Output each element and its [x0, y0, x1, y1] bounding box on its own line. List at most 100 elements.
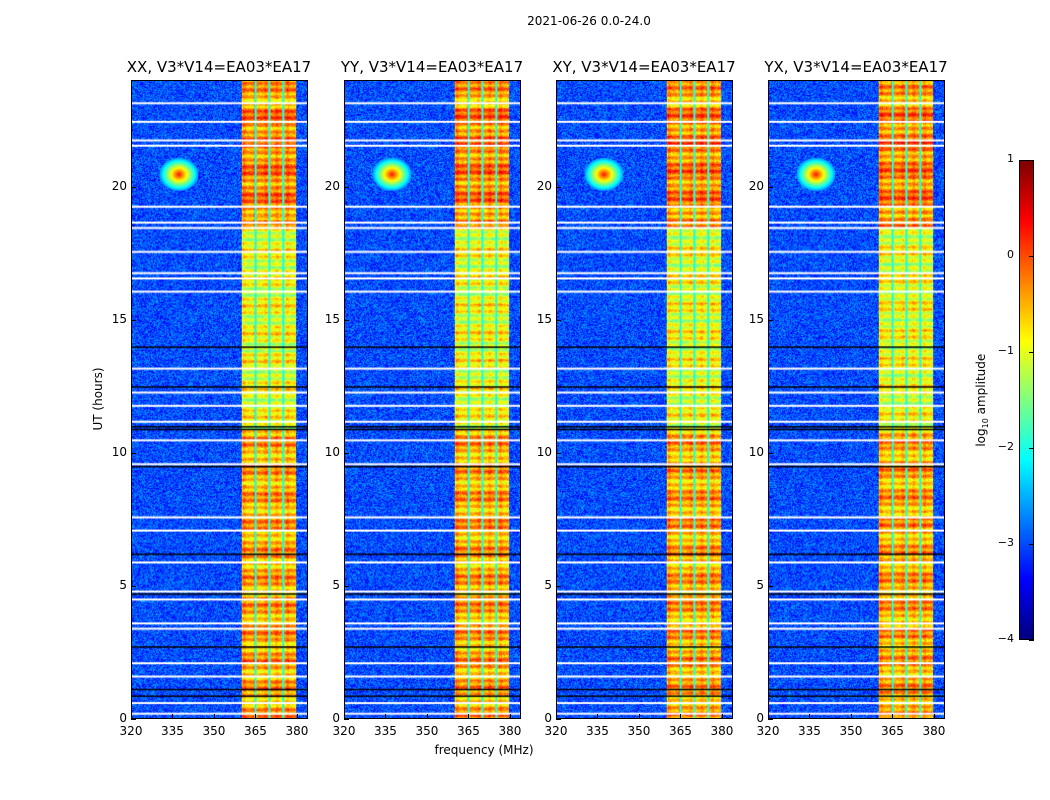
- colorbar-tick-label: −2: [997, 440, 1014, 453]
- y-tick-label: 0: [544, 711, 552, 725]
- heatmap-image: [345, 81, 520, 718]
- x-tick-label: 350: [415, 724, 439, 738]
- y-tick-mark: [556, 186, 561, 188]
- heatmap-image: [132, 81, 307, 718]
- panel-title: XX, V3*V14=EA03*EA17: [126, 58, 312, 76]
- y-tick-mark: [344, 186, 349, 188]
- heatmap-panel: [131, 80, 308, 719]
- colorbar-tick-label: −4: [997, 632, 1014, 645]
- y-tick-mark: [344, 585, 349, 587]
- panel-title: XY, V3*V14=EA03*EA17: [552, 58, 736, 76]
- x-tick-label: 320: [756, 724, 780, 738]
- colorbar-label: log10 amplitude: [973, 353, 991, 447]
- x-tick-label: 350: [839, 724, 863, 738]
- colorbar-tick-mark: [1029, 448, 1034, 449]
- x-tick-label: 335: [374, 724, 397, 738]
- y-tick-label: 10: [748, 444, 764, 459]
- y-tick-label: 15: [324, 311, 340, 326]
- x-axis-label: frequency (MHz): [434, 743, 534, 757]
- y-tick-mark: [344, 452, 349, 454]
- y-tick-mark: [131, 719, 136, 720]
- y-tick-mark: [768, 186, 773, 188]
- x-tick-mark: [255, 714, 257, 719]
- y-tick-mark: [768, 319, 773, 321]
- y-tick-label: 20: [748, 178, 764, 193]
- heatmap-image: [557, 81, 732, 718]
- x-tick-label: 365: [457, 724, 480, 738]
- x-tick-label: 365: [881, 724, 904, 738]
- x-tick-mark: [509, 714, 511, 719]
- x-tick-label: 380: [285, 724, 309, 738]
- y-tick-mark: [131, 585, 136, 587]
- y-tick-label: 10: [111, 444, 127, 459]
- x-tick-label: 365: [244, 724, 267, 738]
- x-tick-mark: [172, 714, 174, 719]
- y-tick-label: 15: [111, 311, 127, 326]
- x-tick-mark: [721, 714, 723, 719]
- x-tick-mark: [556, 714, 557, 719]
- panel-title: YX, V3*V14=EA03*EA17: [764, 58, 948, 76]
- y-tick-label: 20: [324, 178, 340, 193]
- y-tick-label: 0: [332, 711, 340, 725]
- y-tick-mark: [768, 719, 773, 720]
- y-tick-label: 15: [748, 311, 764, 326]
- x-tick-label: 335: [798, 724, 821, 738]
- colorbar-tick-label: 0: [1007, 248, 1014, 261]
- y-tick-mark: [556, 585, 561, 587]
- x-tick-label: 380: [498, 724, 522, 738]
- y-tick-label: 20: [111, 178, 127, 193]
- y-tick-label: 15: [536, 311, 552, 326]
- x-tick-mark: [638, 714, 640, 719]
- x-tick-mark: [213, 714, 215, 719]
- y-tick-label: 5: [119, 577, 127, 592]
- y-tick-mark: [131, 452, 136, 454]
- x-tick-mark: [597, 714, 599, 719]
- y-tick-mark: [556, 452, 561, 454]
- heatmap-image: [769, 81, 944, 718]
- x-tick-mark: [933, 714, 935, 719]
- colorbar: [1019, 160, 1034, 640]
- heatmap-panel: [344, 80, 521, 719]
- y-tick-mark: [768, 585, 773, 587]
- x-tick-mark: [426, 714, 428, 719]
- x-tick-mark: [344, 714, 345, 719]
- x-tick-mark: [385, 714, 387, 719]
- colorbar-tick-mark: [1029, 160, 1034, 161]
- y-tick-label: 0: [756, 711, 764, 725]
- y-tick-label: 10: [536, 444, 552, 459]
- x-tick-label: 335: [161, 724, 184, 738]
- colorbar-tick-mark: [1029, 544, 1034, 545]
- colorbar-tick-mark: [1029, 256, 1034, 257]
- x-tick-label: 380: [710, 724, 734, 738]
- x-tick-mark: [468, 714, 470, 719]
- y-tick-label: 0: [119, 711, 127, 725]
- panel-title: YY, V3*V14=EA03*EA17: [340, 58, 524, 76]
- x-tick-mark: [680, 714, 682, 719]
- y-tick-mark: [556, 719, 561, 720]
- figure-title: 2021-06-26 0.0-24.0: [527, 14, 651, 28]
- colorbar-tick-mark: [1029, 352, 1034, 353]
- y-tick-mark: [131, 319, 136, 321]
- x-tick-label: 320: [332, 724, 356, 738]
- x-tick-mark: [850, 714, 852, 719]
- x-tick-label: 380: [922, 724, 946, 738]
- y-tick-label: 20: [536, 178, 552, 193]
- x-tick-label: 365: [669, 724, 692, 738]
- x-tick-label: 320: [544, 724, 568, 738]
- y-tick-label: 5: [332, 577, 340, 592]
- x-tick-mark: [892, 714, 894, 719]
- y-tick-mark: [344, 719, 349, 720]
- x-tick-mark: [768, 714, 769, 719]
- y-tick-mark: [556, 319, 561, 321]
- colorbar-tick-label: −1: [997, 344, 1014, 357]
- y-tick-mark: [344, 319, 349, 321]
- colorbar-tick-label: −3: [997, 536, 1014, 549]
- x-tick-label: 350: [202, 724, 226, 738]
- x-tick-label: 320: [119, 724, 143, 738]
- y-tick-label: 10: [324, 444, 340, 459]
- x-tick-mark: [809, 714, 811, 719]
- heatmap-panel: [556, 80, 733, 719]
- x-tick-label: 335: [586, 724, 609, 738]
- y-tick-label: 5: [756, 577, 764, 592]
